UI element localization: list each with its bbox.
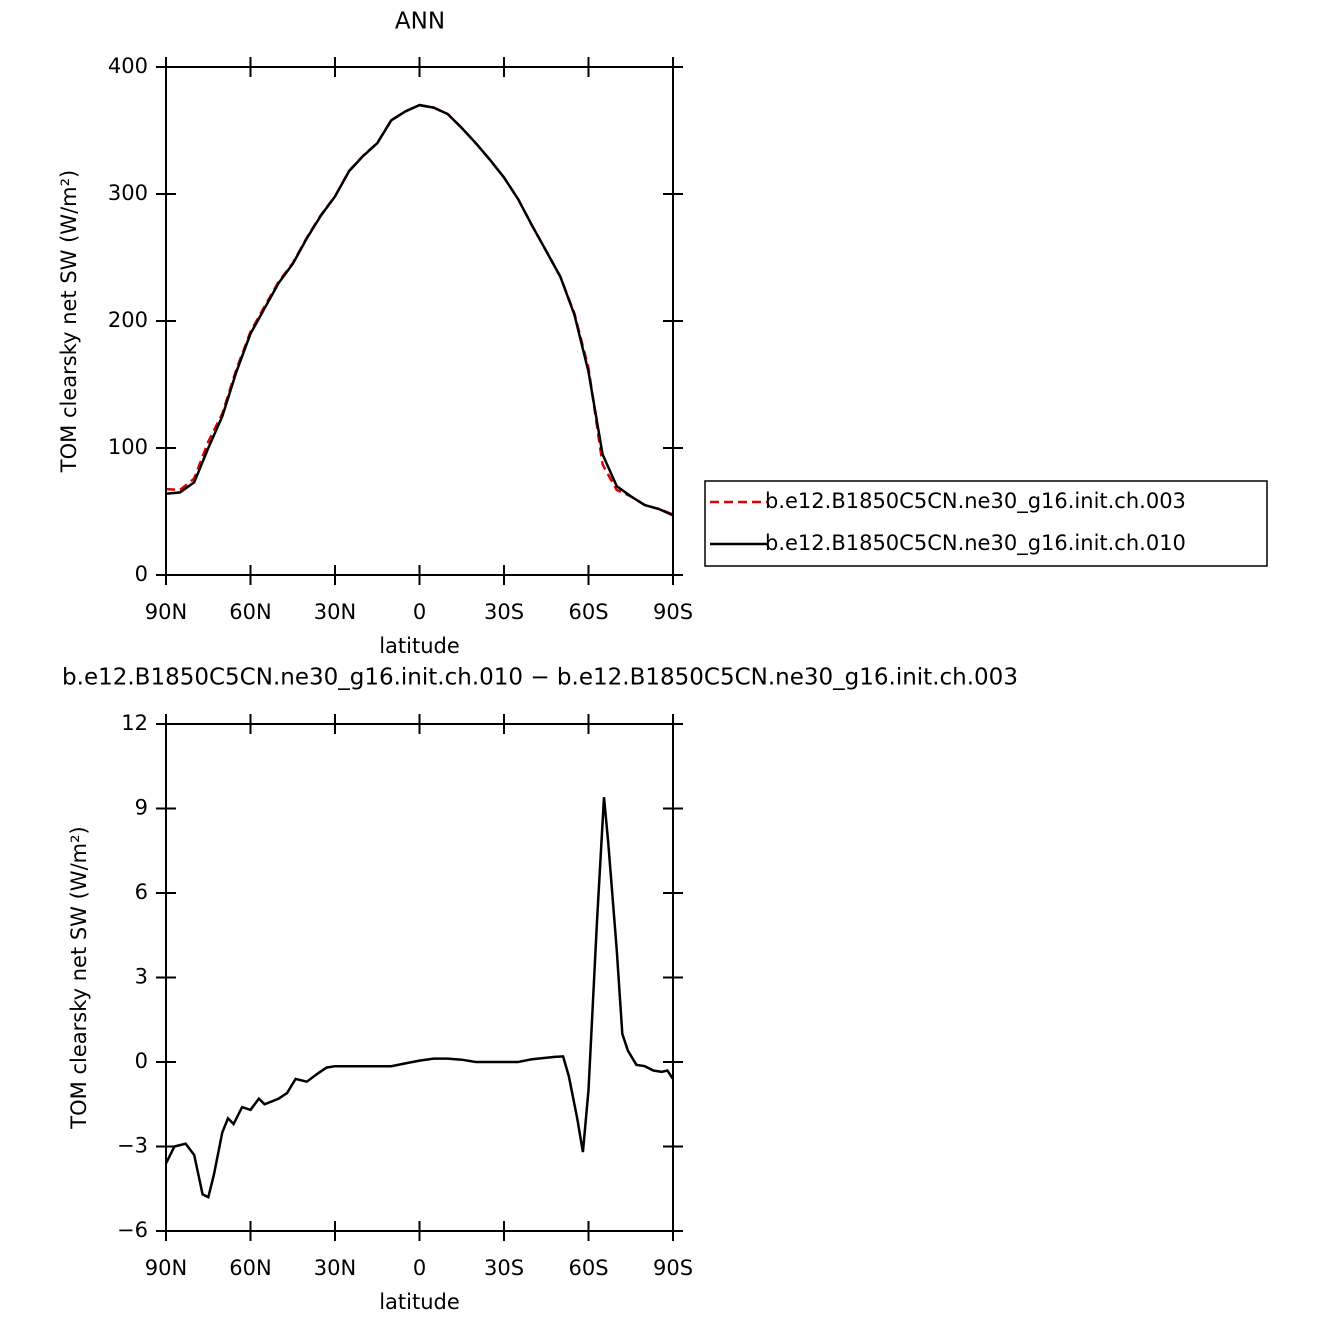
x-tick-label: 90N xyxy=(145,600,187,624)
x-tick-label: 90S xyxy=(653,1256,693,1280)
chart-title: b.e12.B1850C5CN.ne30_g16.init.ch.010 − b… xyxy=(62,665,1018,691)
x-tick-label: 30S xyxy=(484,1256,524,1280)
y-tick-label: 3 xyxy=(135,965,148,989)
y-axis-label: TOM clearsky net SW (W/m²) xyxy=(57,170,81,473)
y-tick-label: 0 xyxy=(135,562,148,586)
y-tick-label: 9 xyxy=(135,796,148,820)
legend-label: b.e12.B1850C5CN.ne30_g16.init.ch.003 xyxy=(765,489,1186,514)
y-tick-label: 400 xyxy=(108,54,148,78)
x-tick-label: 60S xyxy=(568,600,608,624)
legend-label: b.e12.B1850C5CN.ne30_g16.init.ch.010 xyxy=(765,531,1186,556)
y-tick-label: 6 xyxy=(135,880,148,904)
y-tick-label: 200 xyxy=(108,308,148,332)
x-tick-label: 0 xyxy=(413,1256,426,1280)
x-tick-label: 30N xyxy=(314,1256,356,1280)
legend-box xyxy=(704,480,1268,567)
data-line xyxy=(165,103,674,516)
chart-title: ANN xyxy=(395,9,445,35)
x-tick-label: 90N xyxy=(145,1256,187,1280)
x-axis-label: latitude xyxy=(379,1290,460,1314)
data-line xyxy=(164,797,675,1200)
y-tick-label: 300 xyxy=(108,181,148,205)
x-tick-label: 90S xyxy=(653,600,693,624)
x-tick-label: 0 xyxy=(413,600,426,624)
y-tick-label: 12 xyxy=(121,711,148,735)
y-tick-label: 100 xyxy=(108,435,148,459)
y-tick-label: 0 xyxy=(135,1049,148,1073)
x-tick-label: 30S xyxy=(484,600,524,624)
x-tick-label: 30N xyxy=(314,600,356,624)
plot-frame xyxy=(165,66,674,576)
y-tick-label: −6 xyxy=(117,1218,148,1242)
y-axis-label: TOM clearsky net SW (W/m²) xyxy=(67,826,91,1129)
data-line xyxy=(165,103,674,517)
x-tick-label: 60S xyxy=(568,1256,608,1280)
x-axis-label: latitude xyxy=(379,634,460,658)
y-tick-label: −3 xyxy=(117,1134,148,1158)
plot-frame xyxy=(165,723,674,1232)
x-tick-label: 60N xyxy=(229,1256,271,1280)
x-tick-label: 60N xyxy=(229,600,271,624)
